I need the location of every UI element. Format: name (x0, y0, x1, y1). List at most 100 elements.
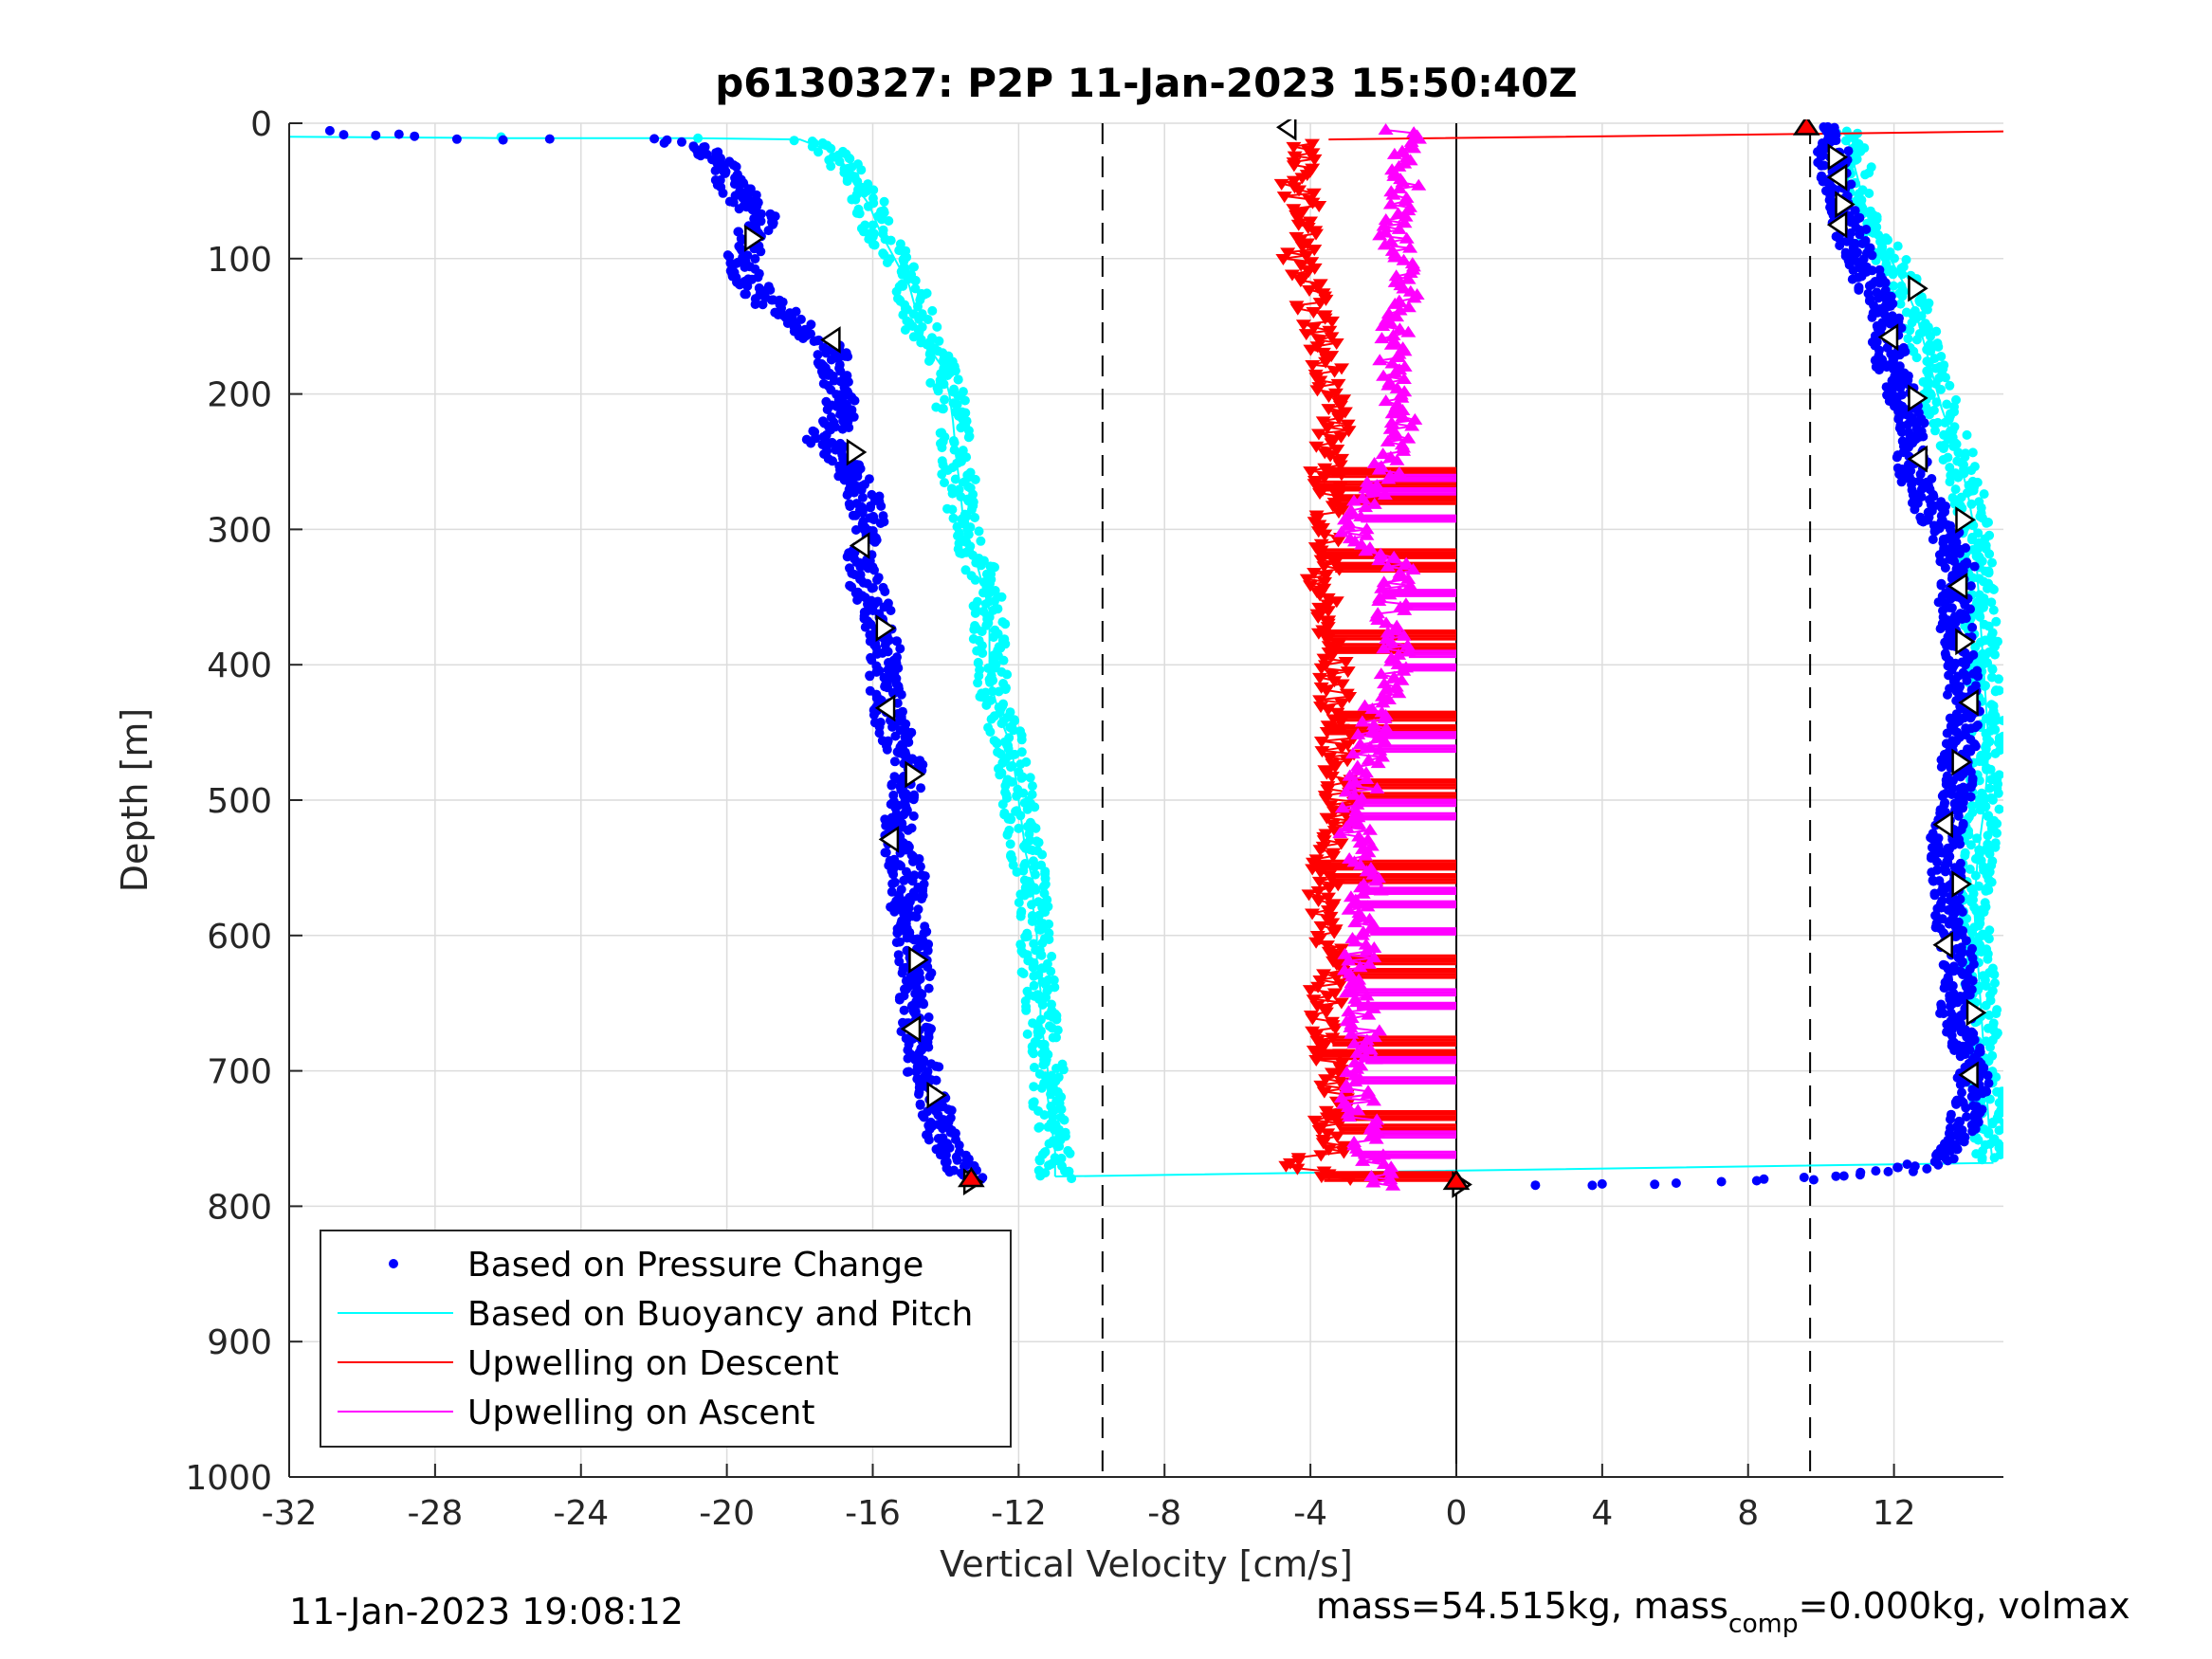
pressure-point (850, 395, 860, 406)
ascent-upwelling-marker (1386, 550, 1402, 562)
pressure-point (1853, 272, 1863, 283)
buoyancy-point (1991, 616, 2002, 627)
buoyancy-point (950, 474, 960, 484)
descent-upwelling-marker (1289, 1163, 1306, 1176)
buoyancy-point (1033, 1122, 1044, 1133)
profile-marker (900, 1014, 922, 1043)
buoyancy-point (1065, 1148, 1075, 1158)
ascent-upwelling-marker (1381, 588, 1398, 600)
buoyancy-point (869, 240, 880, 250)
pressure-point (931, 1075, 941, 1085)
buoyancy-point (1021, 1005, 1032, 1015)
buoyancy-point (996, 768, 1007, 778)
pressure-point (915, 862, 925, 872)
tick-labels: -32 -28 -24 -20 -16 -12 -8 -4 0 4 8 12 0 100 200 300 400… (185, 105, 1915, 1533)
pressure-point (843, 352, 853, 362)
descent-upwelling-marker (1302, 985, 1318, 997)
descent-upwelling-marker (1343, 1175, 1359, 1187)
pressure-point (1915, 512, 1926, 522)
pressure-point (1892, 1162, 1903, 1173)
buoyancy-point (1936, 352, 1947, 361)
descent-upwelling-marker (1313, 921, 1329, 933)
ascent-upwelling-marker (1362, 823, 1378, 835)
profile-marker (1958, 1061, 1979, 1089)
y-axis-label: Depth [m] (114, 708, 155, 893)
pressure-point (728, 197, 739, 208)
pressure-point (1971, 1102, 1982, 1112)
pressure-point (892, 928, 903, 939)
profile-marker (1826, 210, 1848, 239)
ascent-upwelling-marker (1346, 1036, 1362, 1048)
pressure-point (1934, 876, 1945, 886)
pressure-point (1946, 1008, 1956, 1018)
ascent-upwelling-marker (1359, 772, 1375, 784)
buoyancy-point (1931, 397, 1942, 408)
descent-upwelling-marker (1312, 298, 1328, 310)
pressure-point (371, 130, 381, 140)
pressure-point (1936, 578, 1947, 589)
ascent-upwelling-marker (1358, 848, 1374, 861)
buoyancy-point (1942, 399, 1952, 410)
pressure-point (1957, 1087, 1966, 1098)
pressure-point (1948, 1154, 1959, 1164)
descent-upwelling-marker (1326, 366, 1343, 378)
buoyancy-point (964, 431, 975, 442)
footer-mass-tail: =0.000kg, volmax (1798, 1585, 2130, 1627)
pressure-point (1958, 782, 1968, 793)
buoyancy-point (960, 395, 970, 406)
descent-upwelling-marker (1311, 200, 1327, 212)
descent-upwelling-marker (1316, 1086, 1332, 1099)
ascent-upwelling-marker (1339, 820, 1355, 832)
descent-upwelling-marker (1305, 908, 1321, 921)
pressure-point (1967, 622, 1978, 632)
pressure-point (923, 1012, 934, 1022)
ascent-upwelling-marker (1386, 670, 1402, 683)
buoyancy-point (1029, 1082, 1039, 1092)
buoyancy-point (1987, 1050, 1998, 1061)
ascent-upwelling-marker (1372, 354, 1388, 366)
pressure-point (880, 587, 890, 596)
ascent-upwelling-marker (1391, 569, 1407, 581)
pressure-point (1816, 173, 1826, 183)
descent-upwelling-marker (1312, 375, 1328, 388)
buoyancy-point (1922, 366, 1932, 376)
pressure-point (1983, 1078, 1994, 1088)
pressure-point (876, 501, 887, 511)
pressure-point (822, 405, 832, 414)
pressure-point (1861, 262, 1872, 272)
descent-upwelling-marker (1301, 284, 1317, 297)
descent-upwelling-marker (1309, 385, 1325, 397)
descent-upwelling-marker (1286, 160, 1302, 173)
ascent-upwelling-marker (1362, 957, 1378, 969)
ascent-upwelling-marker (1357, 699, 1373, 711)
buoyancy-point (814, 147, 823, 157)
buoyancy-point (1987, 986, 1998, 996)
pressure-point (731, 161, 741, 172)
buoyancy-point (908, 262, 919, 272)
buoyancy-point (1950, 484, 1961, 495)
pressure-point (1883, 1166, 1893, 1176)
pressure-point (954, 1140, 964, 1150)
descent-upwelling-marker (1331, 1119, 1347, 1131)
ascent-upwelling-marker (1358, 482, 1374, 494)
pressure-point (872, 647, 883, 658)
ascent-upwelling-marker (1388, 269, 1404, 282)
buoyancy-point (1992, 1005, 2002, 1015)
buoyancy-point (1945, 463, 1955, 473)
pressure-point (812, 336, 822, 346)
ascent-upwelling-marker (1334, 801, 1350, 813)
pressure-point (1650, 1179, 1660, 1190)
descent-upwelling-marker (1312, 695, 1328, 707)
ascent-upwelling-marker (1362, 1122, 1379, 1135)
pressure-point (916, 783, 926, 793)
pressure-point (1940, 648, 1950, 659)
pressure-point (1863, 288, 1874, 299)
footer-mass-info: mass=54.515kg, masscomp=0.000kg, volmax (1316, 1585, 2130, 1639)
buoyancy-point (1997, 1086, 2003, 1097)
pressure-point (907, 876, 918, 886)
ascent-upwelling-marker (1359, 989, 1375, 1001)
pressure-point (913, 904, 923, 915)
buoyancy-point (1012, 791, 1022, 801)
pressure-point (890, 731, 901, 741)
buoyancy-point (1990, 838, 2001, 848)
